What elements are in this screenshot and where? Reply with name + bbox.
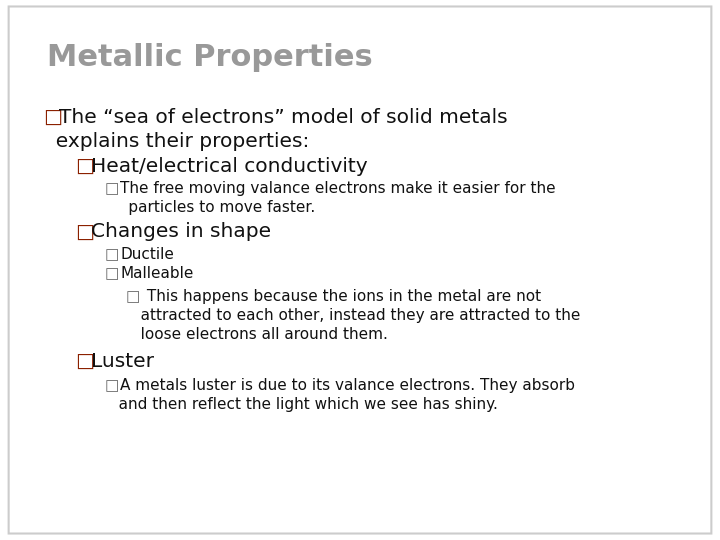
Text: particles to move faster.: particles to move faster. [104,200,315,215]
Text: □: □ [76,157,94,176]
Text: This happens because the ions in the metal are not: This happens because the ions in the met… [142,289,541,304]
Text: □: □ [43,108,62,127]
Text: attracted to each other, instead they are attracted to the: attracted to each other, instead they ar… [126,308,580,323]
Text: □: □ [76,352,94,371]
Text: Metallic Properties: Metallic Properties [47,43,372,72]
Text: □: □ [104,247,119,262]
FancyBboxPatch shape [9,6,711,534]
Text: A metals luster is due to its valance electrons. They absorb: A metals luster is due to its valance el… [120,378,575,393]
Text: explains their properties:: explains their properties: [43,132,310,151]
Text: Ductile: Ductile [120,247,174,262]
Text: loose electrons all around them.: loose electrons all around them. [126,327,388,342]
Text: The “sea of electrons” model of solid metals: The “sea of electrons” model of solid me… [59,108,508,127]
Text: Luster: Luster [91,352,154,371]
Text: □: □ [104,266,119,281]
Text: Malleable: Malleable [120,266,194,281]
Text: and then reflect the light which we see has shiny.: and then reflect the light which we see … [104,397,498,412]
Text: The free moving valance electrons make it easier for the: The free moving valance electrons make i… [120,181,556,196]
Text: □: □ [104,378,119,393]
Text: □: □ [76,222,94,241]
Text: Heat/electrical conductivity: Heat/electrical conductivity [91,157,368,176]
Text: □: □ [126,289,140,304]
Text: □: □ [104,181,119,196]
Text: Changes in shape: Changes in shape [91,222,271,241]
